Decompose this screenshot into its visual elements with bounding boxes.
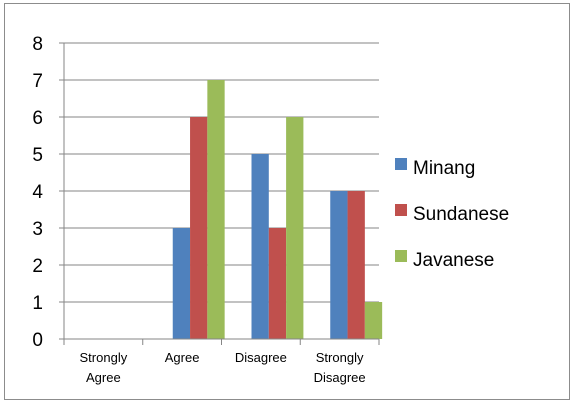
y-tick-label: 4 xyxy=(32,182,43,203)
legend-label: Minang xyxy=(413,158,475,179)
y-tick-label: 2 xyxy=(32,256,43,277)
legend-swatch xyxy=(395,250,407,262)
legend-swatch xyxy=(395,158,407,170)
y-tick-label: 7 xyxy=(32,71,43,92)
bar xyxy=(172,228,191,339)
bar xyxy=(268,228,287,339)
legend-label: Sundanese xyxy=(413,204,509,225)
x-tick-label: Disagree xyxy=(235,350,287,365)
bar xyxy=(207,80,225,339)
legend-swatch xyxy=(395,204,407,216)
bar xyxy=(347,191,365,339)
bar xyxy=(364,302,383,339)
y-tick-label: 8 xyxy=(32,34,43,55)
x-tick-label: Disagree xyxy=(314,370,366,385)
bar xyxy=(251,154,269,339)
y-tick-label: 3 xyxy=(32,219,43,240)
bar xyxy=(190,117,208,339)
bar xyxy=(286,117,304,339)
y-tick-label: 1 xyxy=(32,293,43,314)
y-tick-label: 6 xyxy=(32,108,43,129)
bar xyxy=(330,191,348,339)
x-tick-label: Strongly xyxy=(80,350,128,365)
x-tick-label: Agree xyxy=(86,370,121,385)
y-tick-label: 5 xyxy=(32,145,43,166)
legend-label: Javanese xyxy=(413,250,494,271)
x-tick-label: Strongly xyxy=(316,350,364,365)
y-tick-label: 0 xyxy=(32,330,43,351)
x-tick-label: Agree xyxy=(165,350,200,365)
